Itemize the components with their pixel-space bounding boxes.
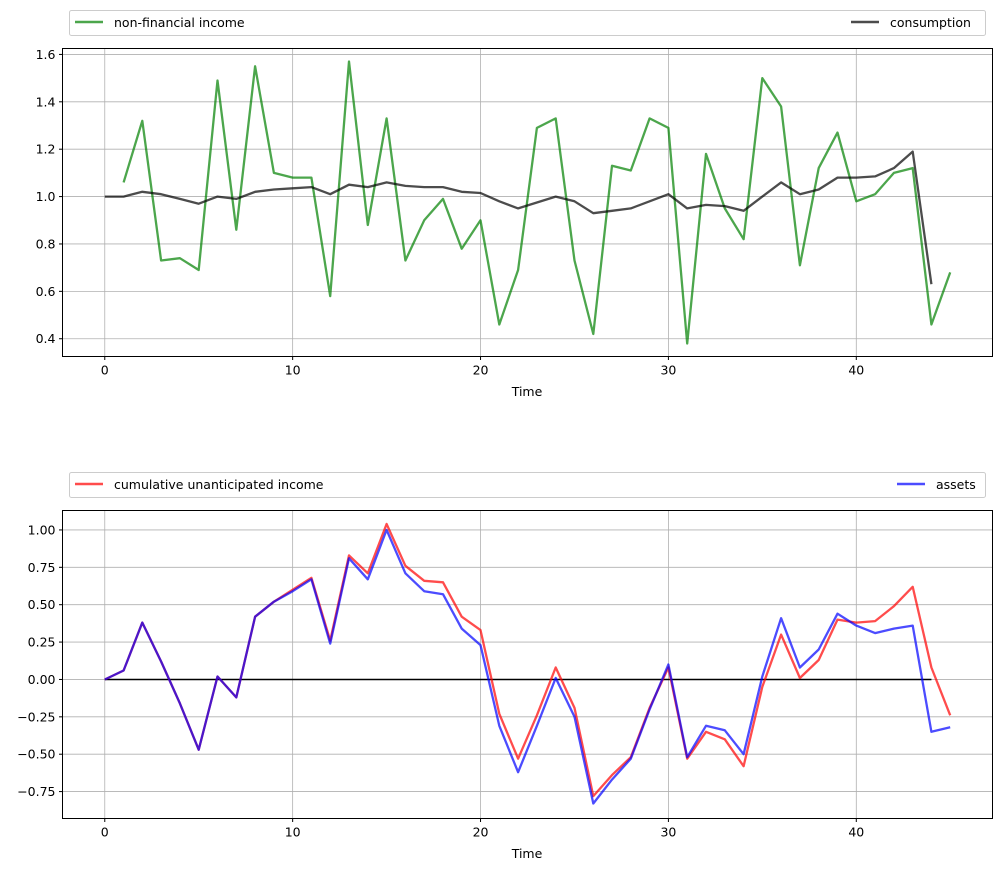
x-tick-label: 40 (848, 825, 864, 840)
y-tick-label: 0.75 (28, 560, 56, 575)
legend-label-assets: assets (936, 477, 976, 492)
bottom-legend-box (69, 472, 986, 498)
x-tick-label: 30 (660, 825, 676, 840)
y-tick-label: −0.75 (17, 784, 55, 799)
x-tick-label: 10 (285, 363, 301, 378)
y-tick-label: 0.8 (36, 236, 56, 251)
y-tick-label: −0.25 (17, 709, 55, 724)
top-xlabel: Time (511, 384, 543, 399)
legend-label-cumulative-unanticipated-income: cumulative unanticipated income (114, 477, 324, 492)
x-tick-label: 0 (101, 825, 109, 840)
series-line-non-financial-income (122, 60, 952, 345)
y-tick-label: 1.6 (36, 47, 56, 62)
top-axes-frame (62, 48, 993, 357)
x-tick-label: 20 (473, 363, 489, 378)
legend-label-consumption: consumption (890, 15, 971, 30)
y-tick-label: 0.25 (28, 635, 56, 650)
y-tick-label: 1.4 (36, 94, 56, 109)
y-tick-label: 0.00 (28, 672, 56, 687)
y-tick-label: 0.6 (36, 284, 56, 299)
top-legend-box (69, 10, 986, 36)
series-line-consumption (104, 150, 933, 285)
y-tick-label: 1.2 (36, 142, 56, 157)
legend-label-non-financial-income: non-financial income (114, 15, 245, 30)
top-panel: non-financial income consumption 0 10 20 30… (36, 10, 993, 399)
x-tick-label: 0 (101, 363, 109, 378)
x-tick-label: 30 (660, 363, 676, 378)
y-tick-label: 0.4 (36, 331, 56, 346)
bottom-xlabel: Time (511, 846, 543, 861)
x-tick-label: 40 (848, 363, 864, 378)
x-tick-label: 10 (285, 825, 301, 840)
series-line-cumulative-unanticipated-income (104, 522, 952, 798)
bottom-panel: cumulative unanticipated income assets 0… (17, 472, 993, 861)
y-tick-label: 1.00 (28, 522, 56, 537)
series-line-assets (104, 528, 951, 805)
y-tick-label: −0.50 (17, 747, 55, 762)
bottom-axes-frame (62, 510, 993, 819)
y-tick-label: 0.50 (28, 597, 56, 612)
y-tick-label: 1.0 (36, 189, 56, 204)
x-tick-label: 20 (473, 825, 489, 840)
